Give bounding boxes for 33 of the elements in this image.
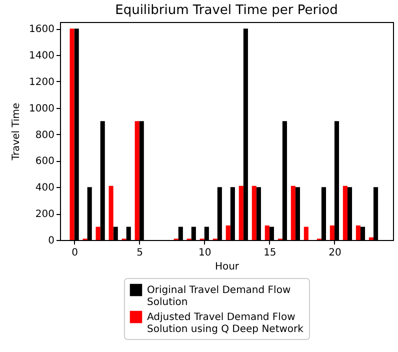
y-tick-label: 1600 xyxy=(29,24,54,36)
legend-label: Original Travel Demand Flow Solution xyxy=(147,285,291,308)
bar xyxy=(330,225,334,240)
x-tick-label: 15 xyxy=(264,248,276,258)
y-tick-label: 600 xyxy=(35,156,54,168)
bar xyxy=(134,121,140,240)
bar xyxy=(368,237,374,240)
y-tick-label: 1200 xyxy=(29,76,54,88)
legend-label: Adjusted Travel Demand Flow Solution using Q Deep Network xyxy=(147,312,304,335)
y-tick-label: 1000 xyxy=(29,103,54,114)
y-axis-title: Travel Time xyxy=(11,102,22,162)
y-tick-label: 0 xyxy=(48,236,54,246)
bar xyxy=(304,226,308,240)
chart-title: Equilibrium Travel Time per Period xyxy=(115,3,338,18)
bar xyxy=(342,186,348,240)
y-tick-label: 1400 xyxy=(29,50,54,62)
bar xyxy=(252,186,256,240)
bar xyxy=(108,186,114,240)
x-axis-title: Hour xyxy=(214,262,240,272)
bar xyxy=(70,28,74,240)
x-tick-label: 10 xyxy=(198,248,212,258)
bar xyxy=(356,225,360,240)
bar xyxy=(290,186,296,240)
y-tick-label: 400 xyxy=(35,182,54,194)
bar xyxy=(238,186,244,240)
x-tick-label: 5 xyxy=(136,248,144,258)
y-tick-label: 200 xyxy=(35,209,54,220)
bar xyxy=(96,226,100,240)
x-tick-label: 0 xyxy=(72,248,78,258)
bar xyxy=(264,225,270,240)
x-tick-label: 20 xyxy=(328,248,342,258)
y-tick-label: 800 xyxy=(35,130,54,141)
bar xyxy=(226,225,230,240)
